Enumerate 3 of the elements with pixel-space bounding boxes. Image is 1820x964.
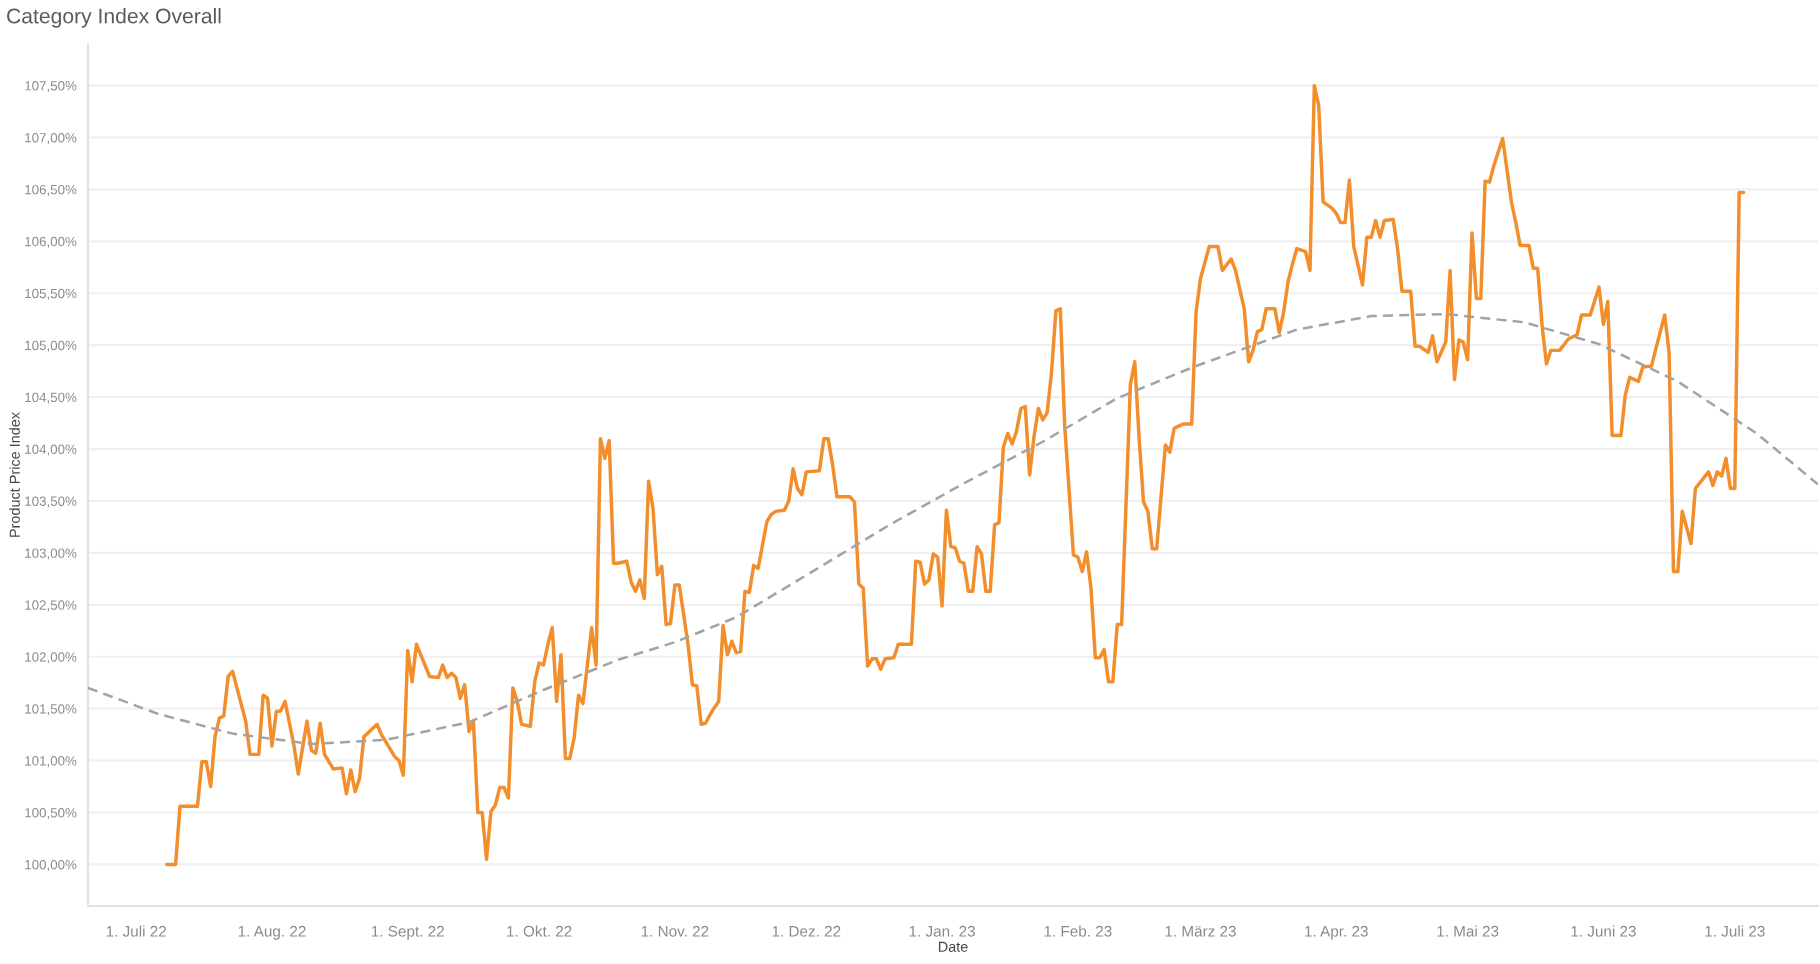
- line-series: [88, 312, 1818, 746]
- chart-title: Category Index Overall: [7, 8, 221, 28]
- line-series: [165, 83, 1746, 867]
